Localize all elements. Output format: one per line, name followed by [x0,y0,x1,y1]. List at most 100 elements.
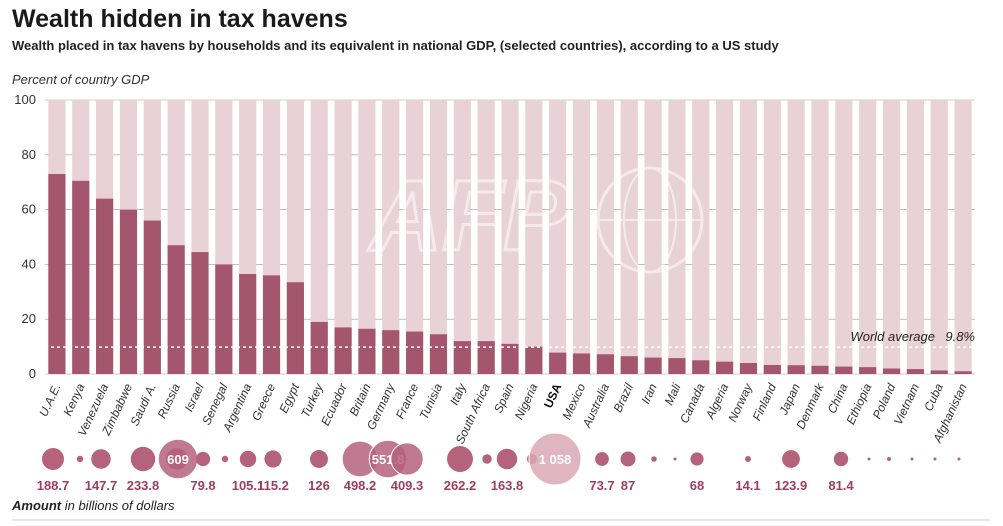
bar-background [644,100,662,374]
amount-bubble [390,442,424,476]
bar [882,368,901,374]
bar-background [763,100,781,374]
amount-bubble [76,455,84,463]
bar-background [549,100,567,374]
amount-bubble [833,451,849,467]
x-tick-label: Egypt [276,381,302,415]
bar-background [382,100,400,374]
amount-bubble [310,450,328,468]
y-tick-label: 40 [22,256,36,271]
amount-bubble [744,455,752,463]
bar-background [954,100,972,374]
watermark-text: AFP [367,160,570,272]
x-tick-label: Cuba [921,381,946,413]
bar [119,209,138,374]
amount-bubble [91,449,111,469]
amount-dot [957,457,961,461]
bar [716,361,734,374]
x-tick-label: Mali [662,381,684,407]
bar [572,353,591,374]
bar [859,367,877,374]
bar [239,273,257,374]
bar [525,346,543,374]
bar-background [692,100,710,374]
bar-background [739,100,758,374]
y-axis-label: Percent of country GDP [12,72,150,87]
bar [596,354,614,374]
bar [739,363,758,374]
bar-background [787,100,805,374]
bar [167,245,185,374]
amount-dot [673,457,677,461]
bar-background [429,100,448,374]
bar-background [525,100,543,374]
amount-label: 123.9 [775,478,808,493]
bubble-legend-rest: in billions of dollars [61,498,175,513]
bar-background [406,100,424,374]
amount-bubble [195,451,211,467]
bar [429,334,448,374]
bubble-legend-bold: Amount [11,498,62,513]
amount-dot [910,457,914,461]
amount-bubble [595,452,609,466]
afp-watermark: AFP [366,159,704,274]
bar-background [859,100,877,374]
y-ticks: 0 20 40 60 80 100 [14,92,36,381]
amount-bubble [528,432,582,486]
bar-background [620,100,638,374]
amount-label: 188.7 [37,478,70,493]
x-tick-label: Russia [155,381,183,420]
amount-bubble [264,450,282,468]
amount-label: 147.7 [85,478,118,493]
y-tick-label: 0 [29,366,36,381]
amount-bubble [690,452,704,466]
bar [835,366,853,374]
bar [811,365,829,374]
bar-background [310,100,328,374]
bar-background [596,100,614,374]
y-tick-label: 80 [22,147,36,162]
bar-background [716,100,734,374]
amount-label: 68 [690,478,704,493]
amount-bubble [239,450,257,468]
amount-label: 87 [621,478,635,493]
bar [620,356,638,374]
y-tick-label: 20 [22,311,36,326]
bar [286,282,304,374]
x-tick-label: Israel [182,381,207,414]
amount-bubble [221,455,229,463]
amount-label: 105.1 [232,478,265,493]
bar-background [906,100,924,374]
chart-subtitle: Wealth placed in tax havens by household… [12,38,779,53]
bar [143,220,161,374]
bar [48,173,66,374]
bar [215,264,233,374]
amount-dot [867,457,871,461]
x-tick-label: Brazil [611,381,637,414]
bar-background [811,100,829,374]
amount-bubble [447,446,473,472]
x-tick-label: Spain [491,381,517,415]
amount-label: 73.7 [589,478,614,493]
bar [406,331,424,374]
bar [96,198,114,374]
bar [453,341,471,374]
amount-label: 233.8 [127,478,160,493]
amount-bubble [496,448,518,470]
amount-label: 115.2 [257,478,289,493]
amount-label: 409.3 [391,478,424,493]
bar [358,328,376,374]
bar [191,252,209,374]
amount-bubble [482,454,492,464]
bar [262,275,281,374]
y-tick-label: 60 [22,202,36,217]
bar-background [453,100,471,374]
bar [72,180,90,374]
bubble-legend-label: Amount in billions of dollars [11,498,175,513]
amount-label: 14.1 [735,478,760,493]
reference-line-value: 9.8% [945,329,975,344]
x-tick-label: Iran [638,381,660,406]
bar-background [668,100,686,374]
